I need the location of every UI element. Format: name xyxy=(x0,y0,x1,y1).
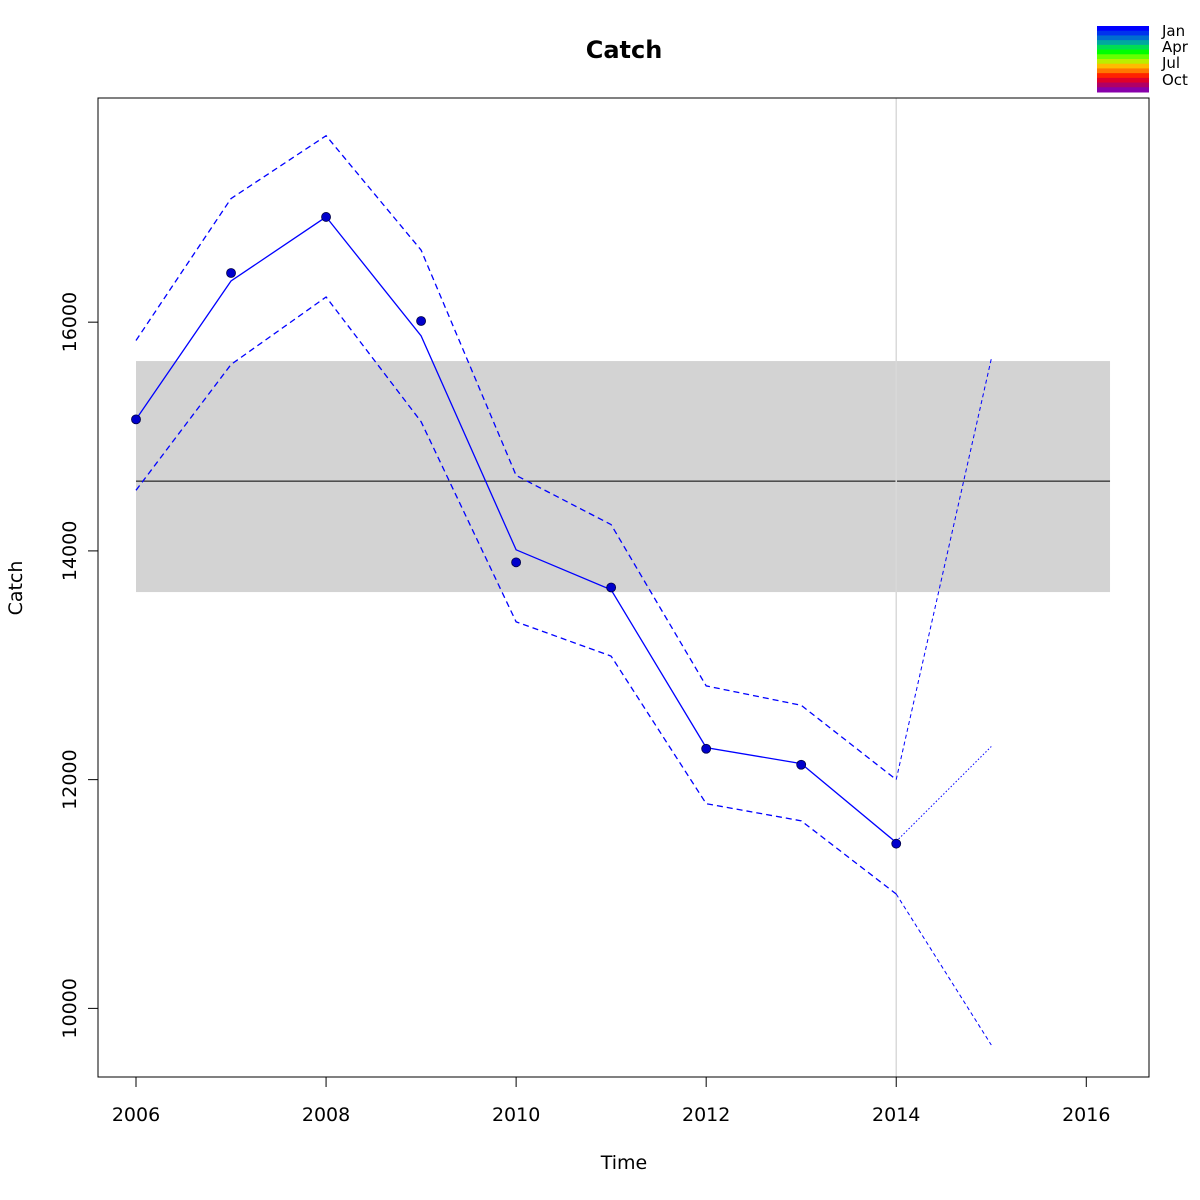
y-tick-label: 10000 xyxy=(59,978,81,1038)
series-forecast-mean xyxy=(895,746,992,842)
x-tick-label: 2006 xyxy=(112,1104,160,1126)
observed-point xyxy=(321,212,331,222)
legend-swatch xyxy=(1097,68,1149,74)
y-tick-label: 14000 xyxy=(59,521,81,581)
legend-swatch xyxy=(1097,44,1149,51)
reference-band xyxy=(136,361,1111,593)
observed-point xyxy=(131,414,141,425)
legend-swatch xyxy=(1097,30,1149,36)
legend-swatch xyxy=(1097,40,1149,46)
observed-point xyxy=(606,582,617,593)
y-axis-label: Catch xyxy=(5,561,27,616)
legend-swatch xyxy=(1097,49,1149,55)
series-forecast-lower xyxy=(895,893,992,1046)
legend-swatch xyxy=(1097,54,1149,60)
x-axis-label: Time xyxy=(600,1152,648,1174)
reference-band-layer xyxy=(136,361,1111,593)
y-tick-label: 16000 xyxy=(59,292,81,352)
legend-label: Apr xyxy=(1162,38,1189,56)
x-tick-label: 2016 xyxy=(1062,1104,1110,1126)
y-axis: 10000 12000 14000 16000 xyxy=(59,292,99,1039)
legend-swatch xyxy=(1097,35,1149,41)
legend-swatch xyxy=(1097,73,1149,79)
legend-label: Jul xyxy=(1161,54,1180,72)
points-layer xyxy=(131,212,902,849)
x-tick-label: 2008 xyxy=(302,1104,350,1126)
observed-point xyxy=(796,759,807,770)
x-tick-label: 2014 xyxy=(872,1104,920,1126)
legend-label: Oct xyxy=(1162,71,1188,89)
observed-point xyxy=(701,743,712,754)
x-axis: 2006 2008 2010 2012 2014 2016 xyxy=(112,1076,1110,1126)
legend-label: Jan xyxy=(1161,22,1185,40)
legend-swatch xyxy=(1097,82,1149,88)
y-tick-label: 12000 xyxy=(59,749,81,809)
chart-title: Catch xyxy=(586,36,663,64)
series-forecast-upper xyxy=(895,358,992,780)
x-tick-label: 2012 xyxy=(682,1104,730,1126)
observed-point xyxy=(891,838,902,849)
observed-point xyxy=(226,268,236,278)
observed-point xyxy=(416,316,426,326)
legend-swatch xyxy=(1097,63,1149,69)
observed-point xyxy=(511,557,522,568)
legend-swatch xyxy=(1097,77,1149,84)
legend-swatch xyxy=(1097,26,1149,32)
series-layer xyxy=(135,134,992,1046)
legend-swatch xyxy=(1097,87,1149,93)
legend-swatch xyxy=(1097,59,1149,65)
series-fit xyxy=(135,216,897,844)
x-tick-label: 2010 xyxy=(492,1104,540,1126)
series-lower xyxy=(135,296,897,895)
